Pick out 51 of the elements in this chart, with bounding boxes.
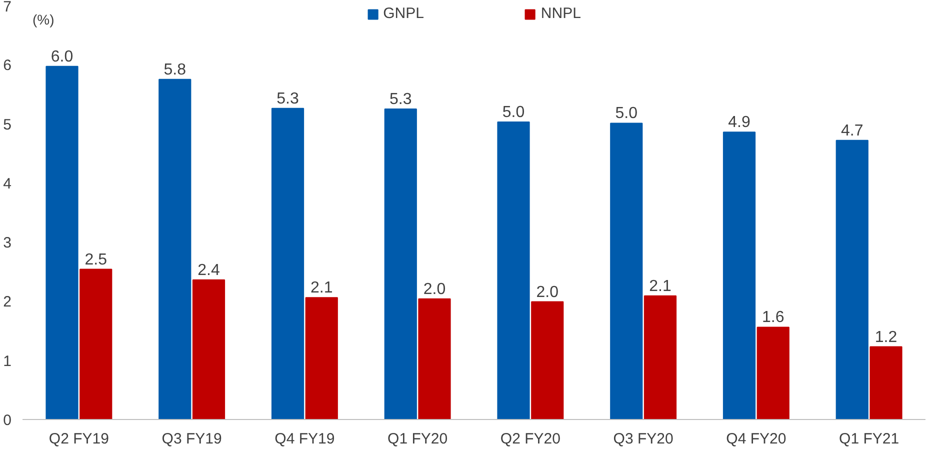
- x-tick-label: Q1 FY21: [839, 430, 900, 448]
- bar: [497, 122, 530, 420]
- bar: [80, 268, 112, 420]
- bar: [192, 279, 226, 420]
- bar: [305, 297, 338, 420]
- x-tick-label: Q4 FY19: [274, 430, 335, 448]
- data-label: 2.5: [84, 251, 108, 268]
- bar: [418, 298, 451, 420]
- data-label: 4.9: [728, 114, 750, 132]
- x-tick-label: Q2 FY20: [500, 430, 560, 448]
- bar: [836, 140, 868, 420]
- y-tick-label: 0: [3, 412, 12, 429]
- x-tick-label: Q3 FY19: [162, 430, 222, 448]
- y-tick-label: 4: [3, 175, 12, 192]
- y-tick-label: 3: [3, 234, 12, 252]
- y-tick-label: 2: [3, 294, 12, 311]
- bar: [46, 66, 78, 420]
- y-tick-label: 7: [3, 0, 12, 16]
- data-label: 2.0: [423, 280, 446, 298]
- bar: [384, 108, 417, 420]
- data-label: 2.4: [198, 262, 220, 279]
- data-label: 2.1: [310, 280, 333, 297]
- bar: [531, 301, 564, 420]
- data-label: 6.0: [50, 48, 74, 66]
- data-label: 5.0: [502, 104, 525, 122]
- legend-label: GNPL: [383, 5, 424, 22]
- bar: [271, 108, 304, 420]
- y-tick-label: 1: [3, 352, 12, 370]
- y-tick-label: 5: [3, 116, 12, 134]
- data-label: 1.2: [874, 328, 898, 346]
- data-label: 4.7: [841, 122, 864, 140]
- bar: [756, 326, 790, 420]
- bar: [644, 295, 677, 420]
- x-tick-label: Q3 FY20: [613, 430, 674, 448]
- y-tick-label: 6: [3, 57, 12, 74]
- data-label: 5.8: [164, 61, 186, 78]
- data-label: 1.6: [762, 309, 784, 326]
- legend-label: NNPL: [540, 5, 581, 22]
- data-label: 5.3: [390, 91, 412, 108]
- bar: [722, 132, 756, 420]
- x-tick-label: Q2 FY19: [48, 430, 109, 448]
- data-label: 2.0: [536, 284, 559, 301]
- data-label: 5.3: [276, 90, 299, 108]
- data-label: 2.1: [649, 278, 672, 295]
- data-label: 5.0: [615, 105, 638, 122]
- y-axis-title: (%): [32, 12, 54, 28]
- x-tick-label: Q4 FY20: [726, 430, 786, 448]
- bar: [870, 346, 902, 420]
- bar: [158, 78, 192, 420]
- bar: [610, 122, 643, 420]
- x-tick-label: Q1 FY20: [388, 430, 448, 448]
